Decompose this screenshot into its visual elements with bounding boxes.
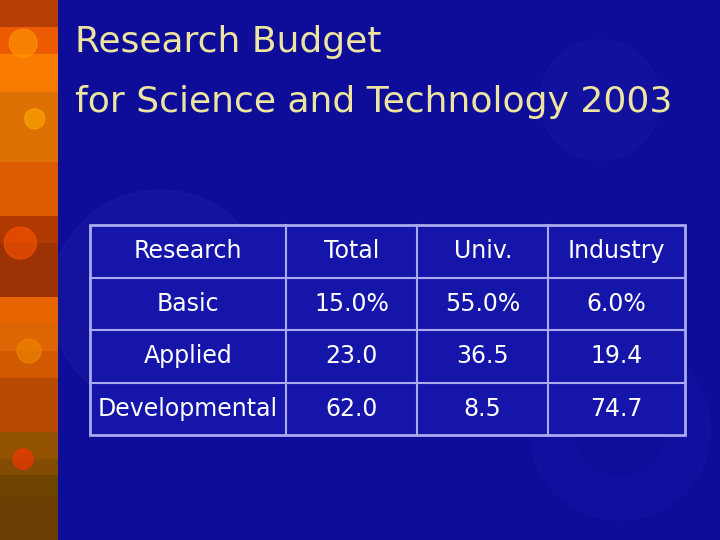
- Circle shape: [100, 240, 220, 360]
- Bar: [0, 27, 58, 92]
- Circle shape: [50, 190, 270, 410]
- Text: 19.4: 19.4: [590, 345, 643, 368]
- Bar: [0, 351, 58, 459]
- Text: Research Budget: Research Budget: [75, 25, 382, 59]
- Bar: [0, 0, 58, 540]
- Bar: [0, 432, 58, 497]
- Text: for Science and Technology 2003: for Science and Technology 2003: [75, 85, 672, 119]
- Bar: [0, 162, 58, 243]
- Text: 6.0%: 6.0%: [587, 292, 647, 316]
- Text: Basic: Basic: [157, 292, 220, 316]
- Circle shape: [575, 385, 665, 475]
- Circle shape: [4, 227, 36, 259]
- Circle shape: [24, 109, 45, 129]
- Text: 15.0%: 15.0%: [315, 292, 390, 316]
- Text: Univ.: Univ.: [454, 239, 512, 263]
- Bar: [90, 225, 685, 435]
- Circle shape: [9, 29, 37, 57]
- Circle shape: [17, 339, 41, 363]
- Bar: [0, 216, 58, 324]
- Bar: [0, 297, 58, 378]
- Text: 36.5: 36.5: [456, 345, 509, 368]
- Bar: [0, 475, 58, 540]
- Bar: [0, 54, 58, 216]
- Text: Industry: Industry: [568, 239, 665, 263]
- Circle shape: [530, 340, 710, 520]
- Text: 62.0: 62.0: [325, 397, 378, 421]
- Text: 55.0%: 55.0%: [445, 292, 521, 316]
- Text: 8.5: 8.5: [464, 397, 502, 421]
- Text: Developmental: Developmental: [98, 397, 278, 421]
- Circle shape: [540, 40, 660, 160]
- Bar: [0, 0, 58, 81]
- Circle shape: [13, 449, 33, 469]
- Text: 23.0: 23.0: [325, 345, 378, 368]
- Text: Research: Research: [134, 239, 243, 263]
- Text: Applied: Applied: [144, 345, 233, 368]
- Text: Total: Total: [324, 239, 379, 263]
- Text: 74.7: 74.7: [590, 397, 643, 421]
